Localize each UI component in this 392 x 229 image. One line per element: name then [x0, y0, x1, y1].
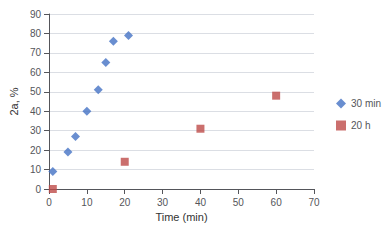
svg-text:70: 70 [308, 197, 320, 208]
svg-text:30: 30 [157, 197, 169, 208]
svg-text:30 min: 30 min [351, 98, 381, 109]
svg-text:30: 30 [30, 125, 42, 136]
svg-text:90: 90 [30, 9, 42, 20]
svg-text:50: 50 [30, 86, 42, 97]
svg-text:10: 10 [81, 197, 93, 208]
svg-text:70: 70 [30, 47, 42, 58]
svg-text:60: 60 [30, 67, 42, 78]
svg-text:60: 60 [271, 197, 283, 208]
svg-text:40: 40 [195, 197, 207, 208]
svg-text:20 h: 20 h [351, 120, 370, 131]
svg-text:0: 0 [35, 184, 41, 195]
svg-text:10: 10 [30, 164, 42, 175]
svg-text:80: 80 [30, 28, 42, 39]
svg-text:20: 20 [119, 197, 131, 208]
svg-text:Time (min): Time (min) [155, 211, 207, 223]
svg-text:40: 40 [30, 106, 42, 117]
svg-text:0: 0 [46, 197, 52, 208]
svg-text:50: 50 [233, 197, 245, 208]
svg-text:20: 20 [30, 145, 42, 156]
svg-text:2a, %: 2a, % [8, 87, 20, 115]
